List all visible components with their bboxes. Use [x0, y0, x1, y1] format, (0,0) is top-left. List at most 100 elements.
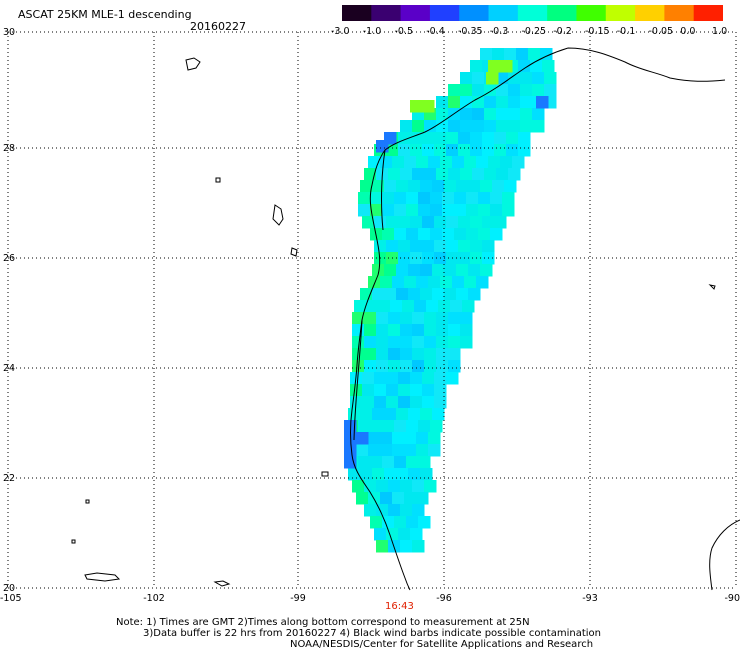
swath-cell	[376, 336, 389, 349]
swath-cell	[480, 48, 493, 61]
swath-cell	[424, 480, 437, 493]
swath-cell	[382, 228, 395, 241]
swath-cell	[408, 468, 421, 481]
swath-cell	[446, 216, 459, 229]
swath-cell	[400, 360, 413, 373]
swath-cell	[412, 540, 425, 553]
swath-cell	[504, 180, 517, 193]
swath-cell	[448, 312, 461, 325]
swath-cell	[368, 444, 381, 457]
latitude-label: 28	[3, 143, 15, 154]
swath-cell	[472, 120, 485, 133]
swath-cell	[410, 252, 423, 265]
swath-cell	[364, 168, 377, 181]
swath-cell	[508, 108, 521, 121]
swath-cell	[376, 324, 389, 337]
swath-cell	[528, 48, 541, 61]
colorbar-tick-label: -1.0	[362, 26, 382, 37]
swath-cell	[508, 96, 521, 109]
swath-cell	[460, 120, 473, 133]
swath-cell	[398, 384, 411, 397]
swath-cell	[400, 324, 413, 337]
swath-cell	[424, 312, 437, 325]
swath-cell	[410, 144, 423, 157]
swath-cell	[394, 516, 407, 529]
swath-cell	[444, 264, 457, 277]
swath-cell	[370, 456, 383, 469]
swath-cell	[362, 396, 375, 409]
swath-cell	[516, 48, 529, 61]
swath-cell	[382, 420, 395, 433]
swath-cell	[448, 96, 461, 109]
swath-cell-high	[410, 100, 423, 113]
swath-cell	[436, 108, 449, 121]
swath-cell	[448, 84, 461, 97]
swath-cell	[476, 276, 489, 289]
swath-cell	[470, 240, 483, 253]
swath-cell	[360, 288, 373, 301]
swath-cell	[374, 144, 387, 157]
swath-cell	[444, 180, 457, 193]
swath-cell	[364, 312, 377, 325]
swath-cell	[422, 396, 435, 409]
swath-cell	[350, 372, 363, 385]
swath-cell	[386, 144, 399, 157]
swath-cell	[520, 120, 533, 133]
inland-lake-6	[213, 580, 231, 587]
swath-cell	[398, 372, 411, 385]
swath-cell	[400, 312, 413, 325]
swath-cell	[412, 108, 425, 121]
swath-cell	[472, 84, 485, 97]
swath-cell	[412, 324, 425, 337]
swath-cell	[356, 492, 369, 505]
swath-cell	[502, 204, 515, 217]
swath-cell	[428, 156, 441, 169]
swath-cell	[408, 288, 421, 301]
swath-cell	[394, 456, 407, 469]
swath-cell	[506, 60, 519, 73]
swath-cell	[434, 384, 447, 397]
swath-cell	[448, 108, 461, 121]
swath-cell	[352, 312, 365, 325]
swath-cell	[430, 228, 443, 241]
swath-cell	[412, 168, 425, 181]
swath-cell	[370, 516, 383, 529]
swath-cell	[458, 240, 471, 253]
swath-cell	[442, 204, 455, 217]
swath-cell	[362, 384, 375, 397]
swath-cell	[494, 216, 507, 229]
swath-cell	[396, 468, 409, 481]
swath-cell	[458, 216, 471, 229]
swath-cell	[434, 132, 447, 145]
swath-cell	[398, 240, 411, 253]
yucatan-coast	[709, 519, 740, 591]
swath-cell	[422, 240, 435, 253]
swath-cell	[468, 288, 481, 301]
swath-cell	[412, 348, 425, 361]
colorbar-tick-label: -0.35	[458, 26, 483, 37]
swath-cell	[406, 204, 419, 217]
swath-cell	[424, 108, 437, 121]
swath-cell	[464, 276, 477, 289]
swath-cell	[404, 276, 417, 289]
map-title: ASCAT 25KM MLE-1 descending	[18, 8, 192, 21]
swath-cell	[456, 180, 469, 193]
swath-cell	[518, 132, 531, 145]
footnote-line-1: Note: 1) Times are GMT 2)Times along bot…	[116, 617, 530, 628]
swath-cell	[388, 324, 401, 337]
swath-cell	[400, 336, 413, 349]
latitude-label: 30	[3, 27, 15, 38]
coastline	[71, 47, 740, 591]
colorbar-segment	[342, 5, 372, 21]
swath-cell	[512, 156, 525, 169]
swath-cell	[406, 228, 419, 241]
swath-cell	[448, 120, 461, 133]
swath-cell	[502, 192, 515, 205]
swath-cell	[520, 84, 533, 97]
longitude-label: -99	[290, 593, 306, 604]
swath-cell	[420, 408, 433, 421]
swath-cell	[348, 408, 361, 421]
swath-cell	[436, 360, 449, 373]
swath-cell	[540, 48, 553, 61]
